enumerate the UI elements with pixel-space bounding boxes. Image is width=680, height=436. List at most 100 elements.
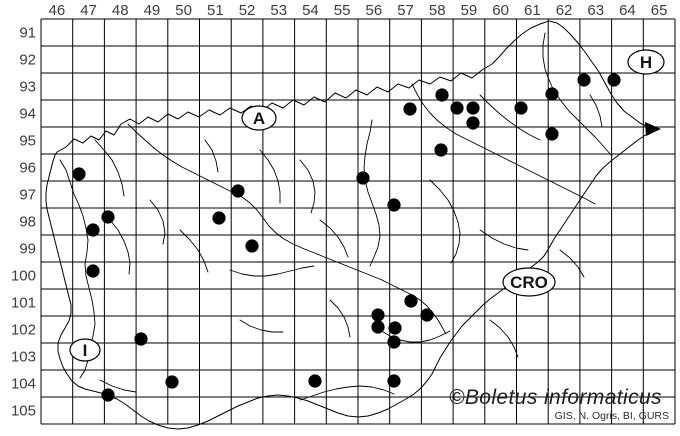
copyright-text: ©Boletus informaticus bbox=[449, 386, 662, 409]
column-label: 52 bbox=[239, 2, 256, 19]
record-dot[interactable] bbox=[86, 264, 100, 278]
record-dot[interactable] bbox=[545, 87, 559, 101]
row-label: 95 bbox=[19, 133, 36, 150]
row-label: 104 bbox=[11, 376, 36, 393]
record-dot[interactable] bbox=[388, 321, 402, 335]
column-label: 49 bbox=[144, 2, 161, 19]
record-dot[interactable] bbox=[101, 388, 115, 402]
row-label: 93 bbox=[19, 79, 36, 96]
river-path bbox=[479, 94, 541, 141]
river-path bbox=[559, 249, 585, 278]
record-dot[interactable] bbox=[514, 101, 528, 115]
record-dot[interactable] bbox=[607, 73, 621, 87]
column-label: 47 bbox=[80, 2, 97, 19]
country-oval-croatia bbox=[502, 267, 556, 297]
record-dot[interactable] bbox=[404, 294, 418, 308]
column-label: 54 bbox=[302, 2, 319, 19]
record-dot[interactable] bbox=[371, 308, 385, 322]
record-dot[interactable] bbox=[165, 375, 179, 389]
row-label: 91 bbox=[19, 25, 36, 42]
column-label: 56 bbox=[366, 2, 383, 19]
column-label: 46 bbox=[49, 2, 66, 19]
row-label: 99 bbox=[19, 241, 36, 258]
river-path bbox=[329, 299, 351, 338]
row-label: 94 bbox=[19, 106, 36, 123]
river-path bbox=[479, 229, 529, 251]
row-label: 105 bbox=[11, 403, 36, 420]
river-path bbox=[94, 139, 125, 197]
record-dot[interactable] bbox=[420, 308, 434, 322]
attribution-text: GIS, N. Ogris, BI, GURS bbox=[554, 410, 669, 422]
record-dot[interactable] bbox=[387, 335, 401, 349]
column-label: 64 bbox=[619, 2, 636, 19]
column-label: 51 bbox=[207, 2, 224, 19]
river-path bbox=[299, 159, 316, 214]
river-path bbox=[99, 379, 137, 393]
row-label: 98 bbox=[19, 214, 36, 231]
record-dot[interactable] bbox=[434, 143, 448, 157]
record-dot[interactable] bbox=[245, 239, 259, 253]
row-label: 103 bbox=[11, 349, 36, 366]
column-label: 55 bbox=[334, 2, 351, 19]
record-dot[interactable] bbox=[435, 88, 449, 102]
river-path bbox=[149, 199, 166, 245]
column-label: 57 bbox=[397, 2, 414, 19]
record-dot[interactable] bbox=[450, 101, 464, 115]
river-path bbox=[489, 319, 519, 358]
record-dot[interactable] bbox=[577, 73, 591, 87]
country-oval-hungary bbox=[627, 49, 665, 75]
river-path bbox=[204, 139, 219, 173]
country-label-croatia: CRO bbox=[510, 273, 548, 292]
column-label: 63 bbox=[587, 2, 604, 19]
river-path bbox=[127, 123, 447, 335]
record-dot[interactable] bbox=[86, 223, 100, 237]
river-path bbox=[239, 319, 284, 333]
country-oval-italy bbox=[69, 338, 101, 362]
column-label: 61 bbox=[524, 2, 541, 19]
river-path bbox=[542, 32, 613, 157]
river-path bbox=[259, 149, 281, 204]
row-label: 92 bbox=[19, 52, 36, 69]
record-dot[interactable] bbox=[356, 171, 370, 185]
row-label: 100 bbox=[11, 268, 36, 285]
row-label: 102 bbox=[11, 322, 36, 339]
column-label: 60 bbox=[492, 2, 509, 19]
record-dot[interactable] bbox=[134, 332, 148, 346]
column-label: 48 bbox=[112, 2, 129, 19]
column-label: 62 bbox=[556, 2, 573, 19]
column-label: 59 bbox=[461, 2, 478, 19]
river-path bbox=[411, 83, 596, 205]
record-dot[interactable] bbox=[403, 102, 417, 116]
record-dot[interactable] bbox=[72, 167, 86, 181]
river-path bbox=[299, 385, 395, 401]
record-dot[interactable] bbox=[387, 374, 401, 388]
river-path bbox=[429, 179, 461, 264]
row-label: 101 bbox=[11, 295, 36, 312]
column-label: 65 bbox=[651, 2, 668, 19]
record-dot[interactable] bbox=[212, 211, 226, 225]
column-label: 50 bbox=[175, 2, 192, 19]
row-label: 97 bbox=[19, 187, 36, 204]
record-dot[interactable] bbox=[371, 320, 385, 334]
country-oval-austria bbox=[241, 105, 277, 131]
country-label-austria: A bbox=[253, 109, 265, 128]
column-label: 53 bbox=[270, 2, 287, 19]
river-path bbox=[229, 265, 315, 277]
river-path bbox=[109, 219, 131, 275]
record-dot[interactable] bbox=[231, 184, 245, 198]
record-dot[interactable] bbox=[545, 127, 559, 141]
country-label-italy: I bbox=[83, 341, 88, 360]
record-dot[interactable] bbox=[466, 101, 480, 115]
country-border-path bbox=[45, 20, 657, 430]
east-tip-arrow bbox=[645, 122, 661, 136]
record-dot[interactable] bbox=[466, 116, 480, 130]
river-path bbox=[179, 229, 209, 273]
record-dot[interactable] bbox=[308, 374, 322, 388]
record-dot[interactable] bbox=[101, 210, 115, 224]
river-path bbox=[363, 119, 381, 267]
column-label: 58 bbox=[429, 2, 446, 19]
row-label: 96 bbox=[19, 160, 36, 177]
record-dot[interactable] bbox=[387, 198, 401, 212]
